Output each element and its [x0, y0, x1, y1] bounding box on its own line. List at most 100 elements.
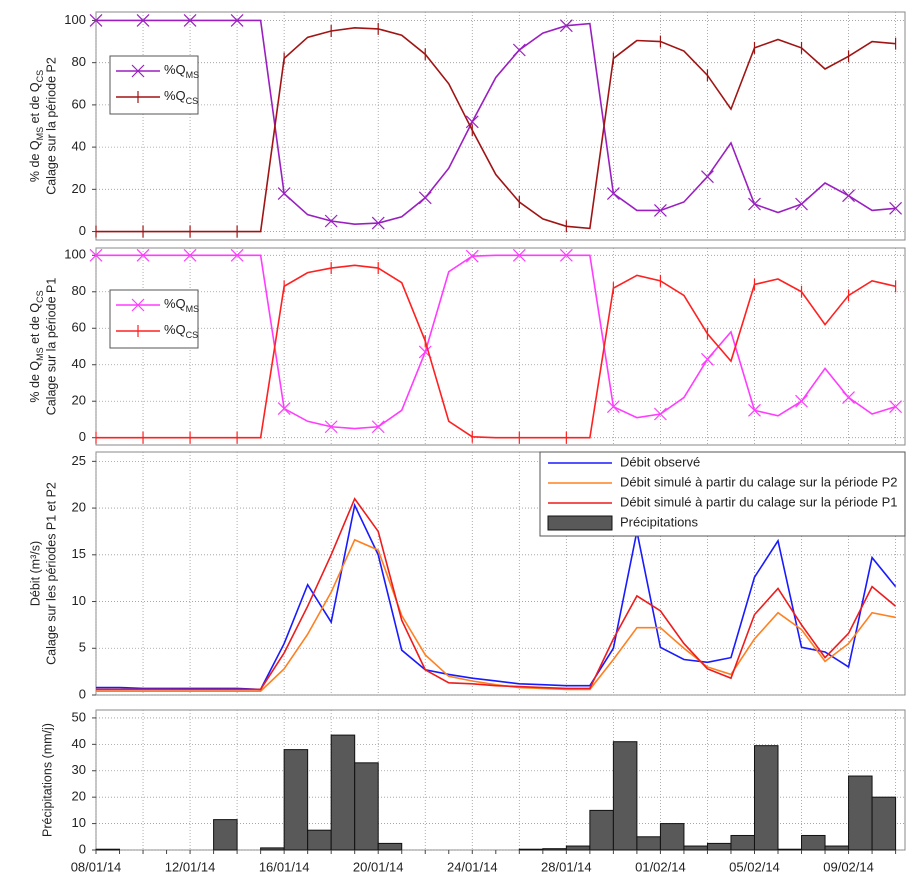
- marker: [136, 248, 150, 262]
- marker: [465, 249, 479, 263]
- legend-label: Débit simulé à partir du calage sur la p…: [620, 474, 897, 489]
- plot-frame: [95, 11, 906, 241]
- y-tick-label: 15: [72, 546, 86, 561]
- legend-label: %QCS: [164, 88, 198, 106]
- plot-frame: [95, 451, 906, 696]
- bar: [706, 842, 732, 851]
- y-tick-label: 0: [79, 841, 86, 856]
- plot-frame: [95, 247, 906, 446]
- y-tick-label: 20: [72, 500, 86, 515]
- series-line: [96, 538, 896, 693]
- bar: [801, 834, 826, 851]
- y-tick-label: 25: [72, 453, 86, 468]
- marker: [653, 407, 667, 421]
- y-tick-label: 50: [72, 709, 86, 724]
- series-line: [96, 19, 896, 225]
- marker: [889, 201, 903, 215]
- legend-label: %QMS: [164, 296, 199, 314]
- legend-label-part: %Q: [164, 62, 186, 77]
- y-tick-label: 5: [79, 640, 86, 655]
- bar: [283, 749, 309, 851]
- bar: [871, 796, 897, 851]
- bar: [659, 823, 685, 851]
- series-line: [96, 264, 896, 439]
- y-axis-label: Débit (m³/s): [28, 541, 42, 606]
- marker: [748, 403, 761, 417]
- bar: [636, 836, 661, 851]
- x-tick-label: 08/01/14: [71, 859, 122, 874]
- marker: [889, 400, 903, 414]
- y-axis-label: % de QMS et de QCS: [28, 70, 45, 182]
- legend-label-part: MS: [186, 304, 200, 314]
- marker: [512, 43, 526, 57]
- marker: [795, 197, 808, 211]
- y-tick-label: 0: [79, 223, 86, 238]
- series-line: [96, 254, 896, 430]
- marker: [653, 204, 667, 217]
- bar: [777, 848, 803, 851]
- bar: [213, 819, 238, 851]
- y-tick-label: 60: [72, 96, 86, 111]
- bar: [565, 845, 591, 851]
- legend-swatch: [547, 515, 613, 531]
- x-tick-label: 16/01/14: [259, 859, 310, 874]
- bar: [260, 847, 285, 851]
- legend: %QMS%QCS: [109, 289, 199, 349]
- x-tick-label: 12/01/14: [165, 859, 216, 874]
- marker: [795, 394, 808, 408]
- bar: [753, 745, 779, 851]
- marker: [324, 420, 338, 434]
- bar: [848, 775, 873, 851]
- marker: [371, 420, 385, 434]
- legend-label-part: CS: [186, 96, 199, 106]
- y-axis-label-part: MS: [35, 127, 45, 141]
- x-tick-label: 05/02/14: [729, 859, 780, 874]
- y-tick-label: 20: [72, 393, 86, 408]
- y-tick-label: 60: [72, 320, 86, 335]
- y-tick-label: 0: [79, 686, 86, 701]
- y-tick-label: 30: [72, 762, 86, 777]
- y-axis-label-part: % de Q: [28, 361, 42, 403]
- x-tick-label: 01/02/14: [635, 859, 686, 874]
- marker: [842, 391, 855, 404]
- bar: [542, 848, 567, 851]
- y-axis-label: Calage sur la période P2: [44, 57, 58, 195]
- marker: [701, 170, 714, 184]
- y-tick-label: 100: [64, 247, 86, 262]
- marker: [371, 216, 385, 230]
- x-tick-label: 20/01/14: [353, 859, 404, 874]
- marker: [277, 402, 291, 415]
- legend: Débit observé Débit simulé à partir du ca…: [539, 451, 906, 537]
- legend-label: Débit simulé à partir du calage sur la p…: [620, 494, 897, 509]
- x-tick-label: 28/01/14: [541, 859, 592, 874]
- marker: [559, 248, 573, 262]
- y-tick-label: 40: [72, 139, 86, 154]
- y-tick-label: 20: [72, 789, 86, 804]
- series-line: [96, 497, 897, 691]
- bar: [612, 741, 638, 851]
- marker: [512, 248, 526, 262]
- legend: %QMS%QCS: [109, 55, 199, 115]
- legend-box: [109, 55, 199, 115]
- marker: [465, 115, 479, 129]
- legend-label: Débit observé: [620, 454, 700, 469]
- bar: [354, 762, 379, 851]
- bar: [330, 734, 356, 851]
- legend-label-part: %Q: [164, 88, 186, 103]
- y-axis-label: Précipitations (mm/j): [40, 723, 54, 837]
- y-tick-label: 80: [72, 54, 86, 69]
- y-tick-label: 10: [72, 593, 86, 608]
- y-axis-label: % de QMS et de QCS: [28, 290, 45, 402]
- marker: [842, 189, 855, 203]
- x-tick-label: 09/02/14: [823, 859, 874, 874]
- legend-label-part: MS: [186, 70, 200, 80]
- bar: [683, 845, 708, 851]
- legend-box: [109, 289, 199, 349]
- bar: [307, 829, 332, 851]
- y-tick-label: 10: [72, 815, 86, 830]
- marker: [230, 248, 244, 262]
- y-axis-label-part: CS: [35, 70, 45, 83]
- bar: [824, 845, 850, 851]
- legend-label: %QMS: [164, 62, 199, 80]
